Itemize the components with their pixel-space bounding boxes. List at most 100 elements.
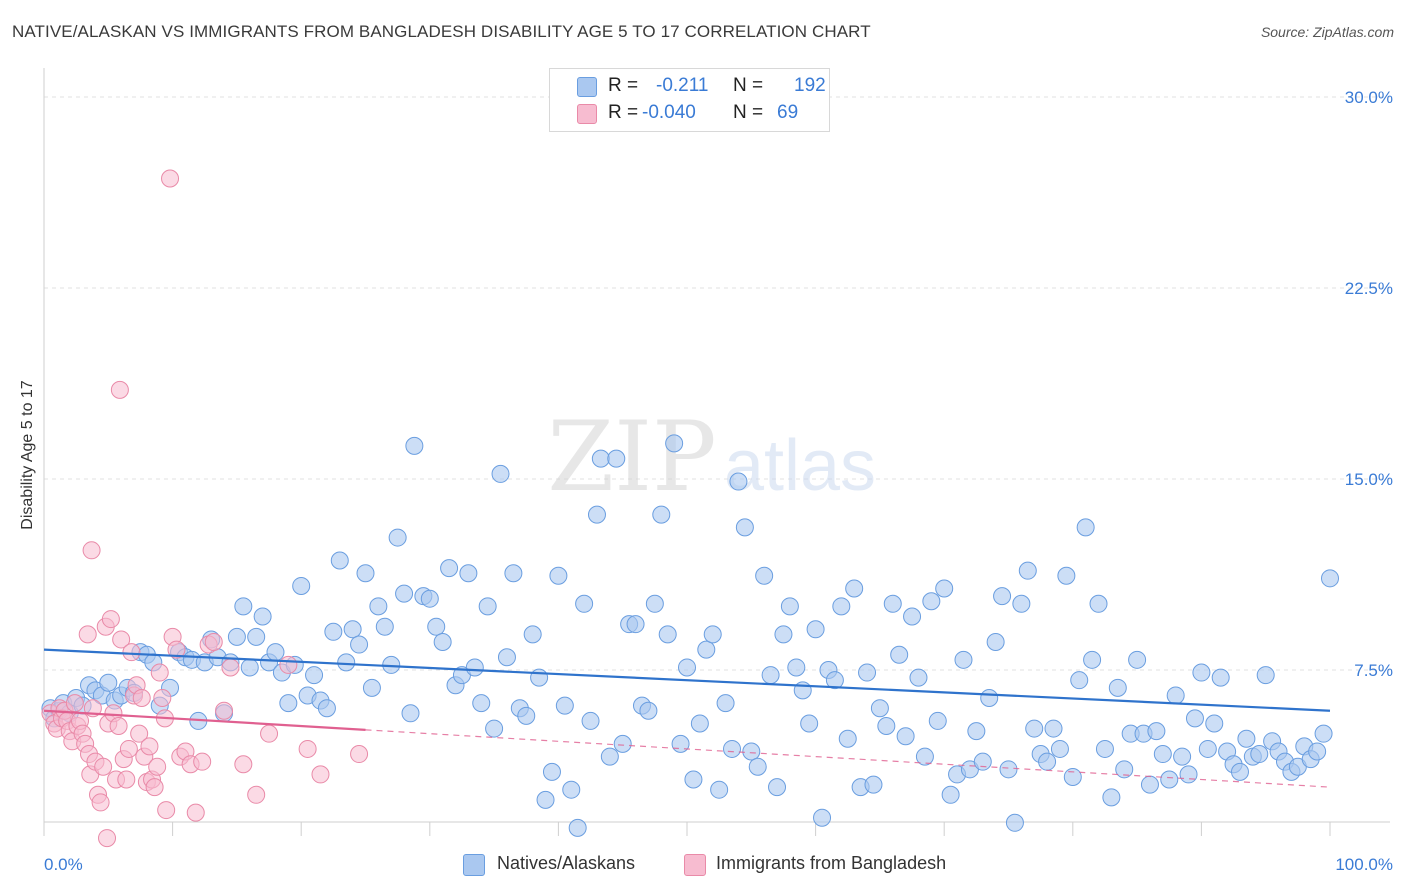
bangladesh-point-45 xyxy=(148,757,167,776)
natives-point-74 xyxy=(517,706,536,725)
natives-point-48 xyxy=(350,635,369,654)
natives-point-182 xyxy=(1211,668,1230,687)
natives-point-114 xyxy=(774,625,793,644)
y-tick-label-1: 15.0% xyxy=(1345,470,1393,489)
bangladesh-point-30 xyxy=(110,380,129,399)
y-tick-label-3: 30.0% xyxy=(1345,88,1393,107)
natives-point-113 xyxy=(768,778,787,797)
natives-point-86 xyxy=(591,449,610,468)
natives-point-32 xyxy=(247,627,266,646)
natives-point-30 xyxy=(234,597,253,616)
watermark-zip: ZIP xyxy=(547,401,716,513)
natives-point-130 xyxy=(877,717,896,736)
x-tick-label-max: 100.0% xyxy=(1335,855,1393,874)
watermark: ZIP atlas xyxy=(547,401,876,513)
natives-point-150 xyxy=(1005,813,1024,832)
natives-point-173 xyxy=(1153,745,1172,764)
natives-point-147 xyxy=(986,632,1005,651)
bangladesh-point-31 xyxy=(112,630,131,649)
bangladesh-point-26 xyxy=(101,610,120,629)
natives-point-146 xyxy=(980,689,999,708)
natives-point-59 xyxy=(420,589,439,608)
natives-point-89 xyxy=(613,734,632,753)
natives-point-62 xyxy=(440,559,459,578)
natives-point-132 xyxy=(890,645,909,664)
natives-point-178 xyxy=(1185,709,1204,728)
natives-point-94 xyxy=(645,594,664,613)
natives-point-179 xyxy=(1192,663,1211,682)
grid-lines xyxy=(44,96,1390,671)
natives-point-78 xyxy=(542,762,561,781)
natives-point-106 xyxy=(723,739,742,758)
legend-pink-swatch xyxy=(577,104,597,124)
natives-point-186 xyxy=(1237,729,1256,748)
bangladesh-point-59 xyxy=(204,632,223,651)
natives-point-75 xyxy=(523,625,542,644)
bangladesh-point-66 xyxy=(298,739,317,758)
bangladesh-point-50 xyxy=(161,169,180,188)
chart-title: NATIVE/ALASKAN VS IMMIGRANTS FROM BANGLA… xyxy=(12,22,871,41)
natives-point-119 xyxy=(806,620,825,639)
natives-point-128 xyxy=(864,775,883,794)
natives-point-152 xyxy=(1018,561,1037,580)
natives-point-145 xyxy=(973,752,992,771)
natives-point-80 xyxy=(555,696,574,715)
bangladesh-point-42 xyxy=(140,737,159,756)
bangladesh-point-56 xyxy=(186,803,205,822)
bangladesh-point-47 xyxy=(153,689,172,708)
legend-row1-r-label: R = xyxy=(608,75,639,96)
natives-point-175 xyxy=(1166,686,1185,705)
natives-point-112 xyxy=(761,666,780,685)
series-natives-points xyxy=(41,434,1339,837)
bangladesh-point-64 xyxy=(260,724,279,743)
natives-point-103 xyxy=(703,625,722,644)
natives-point-102 xyxy=(697,640,716,659)
bottom-legend-pink-swatch xyxy=(684,854,706,876)
natives-point-96 xyxy=(658,625,677,644)
natives-point-163 xyxy=(1089,594,1108,613)
natives-point-157 xyxy=(1050,739,1069,758)
natives-point-67 xyxy=(472,694,491,713)
natives-point-135 xyxy=(909,668,928,687)
natives-point-93 xyxy=(639,701,658,720)
bangladesh-point-38 xyxy=(130,724,149,743)
natives-point-37 xyxy=(279,694,298,713)
bangladesh-point-9 xyxy=(65,694,84,713)
natives-point-188 xyxy=(1250,745,1269,764)
natives-point-55 xyxy=(395,584,414,603)
natives-point-61 xyxy=(433,632,452,651)
series-bangladesh-points xyxy=(41,169,369,848)
natives-point-104 xyxy=(710,780,729,799)
legend-row2-n-label: N = xyxy=(733,102,764,123)
natives-point-160 xyxy=(1070,671,1089,690)
bangladesh-point-35 xyxy=(122,643,141,662)
legend-row1-n-label: N = xyxy=(733,75,764,96)
bangladesh-point-24 xyxy=(98,829,117,848)
natives-point-171 xyxy=(1140,775,1159,794)
natives-point-142 xyxy=(954,650,973,669)
bangladesh-point-29 xyxy=(109,717,128,736)
natives-point-31 xyxy=(240,658,259,677)
bangladesh-point-61 xyxy=(221,658,240,677)
natives-point-51 xyxy=(369,597,388,616)
natives-point-185 xyxy=(1230,762,1249,781)
natives-point-156 xyxy=(1044,719,1063,738)
bottom-legend-bangladesh-label: Immigrants from Bangladesh xyxy=(716,853,947,873)
natives-point-87 xyxy=(600,747,619,766)
bangladesh-point-46 xyxy=(150,663,169,682)
natives-point-118 xyxy=(800,714,819,733)
natives-point-82 xyxy=(568,818,587,837)
bangladesh-point-49 xyxy=(157,801,176,820)
natives-point-158 xyxy=(1057,566,1076,585)
natives-point-159 xyxy=(1063,767,1082,786)
natives-point-47 xyxy=(343,620,362,639)
natives-point-79 xyxy=(549,566,568,585)
natives-point-134 xyxy=(903,607,922,626)
natives-point-29 xyxy=(227,627,246,646)
natives-point-65 xyxy=(459,564,478,583)
natives-point-83 xyxy=(575,594,594,613)
natives-point-125 xyxy=(845,579,864,598)
natives-point-111 xyxy=(755,566,774,585)
natives-point-46 xyxy=(337,653,356,672)
